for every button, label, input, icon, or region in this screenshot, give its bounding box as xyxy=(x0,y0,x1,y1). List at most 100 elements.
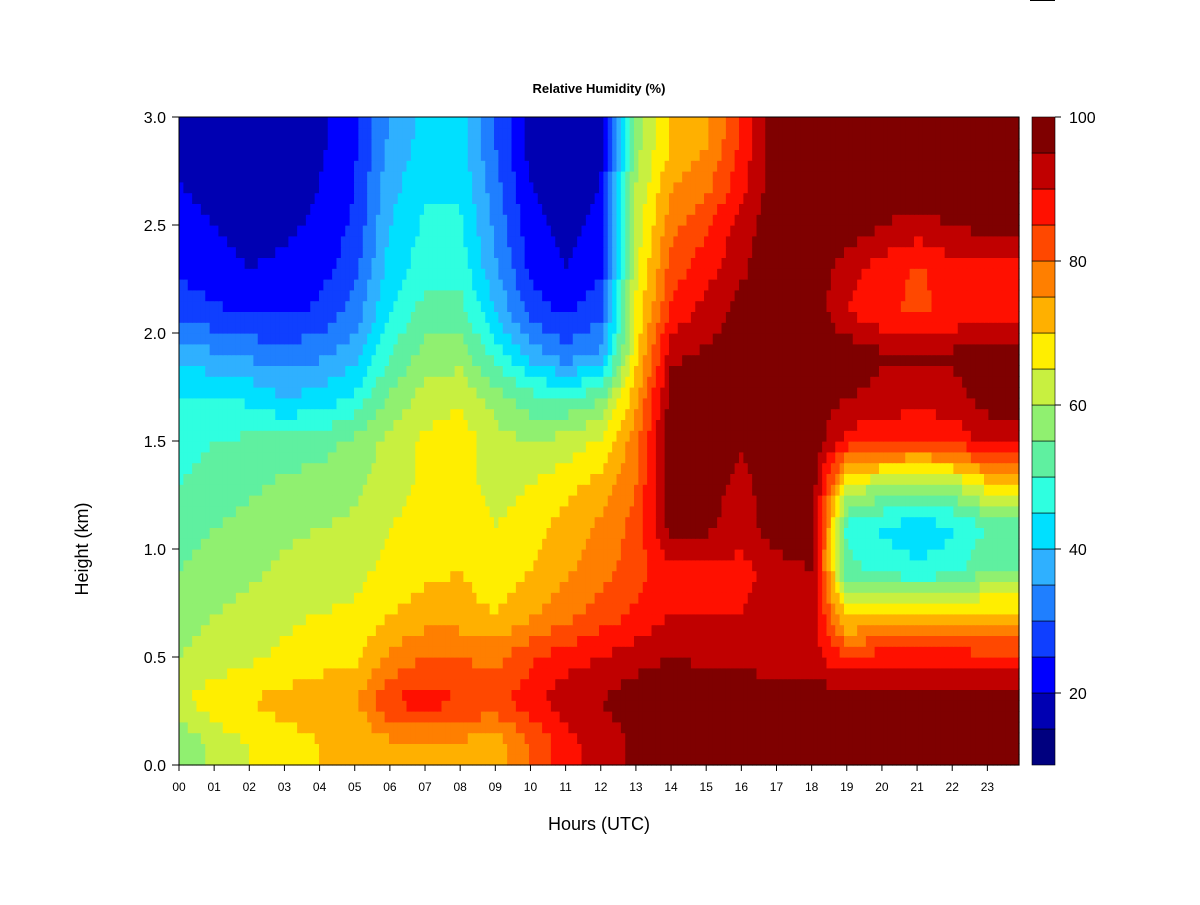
heatmap-cell xyxy=(760,613,766,626)
heatmap-cell xyxy=(367,721,373,734)
heatmap-cell xyxy=(629,592,635,604)
heatmap-cell xyxy=(826,635,832,647)
heatmap-cell xyxy=(187,495,193,507)
heatmap-cell xyxy=(686,570,692,582)
heatmap-cell xyxy=(612,484,618,496)
heatmap-cell xyxy=(494,581,499,593)
heatmap-cell xyxy=(704,700,709,712)
heatmap-cell xyxy=(590,527,596,539)
heatmap-cell xyxy=(887,516,893,528)
heatmap-cell xyxy=(419,721,425,734)
heatmap-cell xyxy=(892,624,898,636)
heatmap-cell xyxy=(564,732,569,744)
heatmap-cell xyxy=(432,549,438,561)
heatmap-cell xyxy=(550,581,556,593)
heatmap-cell xyxy=(599,689,604,701)
heatmap-cell xyxy=(231,657,237,669)
heatmap-cell xyxy=(804,527,810,539)
heatmap-cell xyxy=(804,570,810,582)
heatmap-cell xyxy=(354,657,359,669)
heatmap-cell xyxy=(240,592,246,604)
heatmap-cell xyxy=(489,743,495,755)
heatmap-cell xyxy=(397,570,403,582)
heatmap-cell xyxy=(472,667,478,680)
heatmap-cell xyxy=(861,624,867,636)
heatmap-cell xyxy=(686,657,692,669)
heatmap-cell xyxy=(445,484,451,496)
heatmap-cell xyxy=(542,700,548,712)
heatmap-cell xyxy=(266,667,272,680)
heatmap-cell xyxy=(651,484,657,496)
heatmap-cell xyxy=(655,700,661,712)
heatmap-cell xyxy=(564,505,569,518)
heatmap-cell xyxy=(787,592,793,604)
heatmap-cell xyxy=(747,700,753,712)
heatmap-cell xyxy=(581,516,587,528)
heatmap-cell xyxy=(581,732,587,744)
heatmap-cell xyxy=(454,754,460,766)
heatmap-cell xyxy=(883,484,889,496)
heatmap-cell xyxy=(262,646,268,658)
heatmap-cell xyxy=(953,484,959,496)
heatmap-cell xyxy=(870,581,876,593)
heatmap-cell xyxy=(756,646,762,658)
heatmap-cell xyxy=(992,646,998,658)
heatmap-cell xyxy=(734,624,740,636)
heatmap-cell xyxy=(537,559,543,572)
heatmap-cell xyxy=(502,613,508,626)
heatmap-cell xyxy=(288,603,294,615)
heatmap-cell xyxy=(725,624,731,636)
heatmap-cell xyxy=(949,721,954,734)
heatmap-cell xyxy=(695,516,701,528)
heatmap-cell xyxy=(209,592,215,604)
heatmap-cell xyxy=(424,495,429,507)
heatmap-cell xyxy=(857,613,863,626)
heatmap-cell xyxy=(314,549,320,561)
heatmap-cell xyxy=(244,711,250,723)
heatmap-cell xyxy=(813,505,819,518)
heatmap-cell xyxy=(612,667,618,680)
heatmap-cell xyxy=(214,581,219,593)
heatmap-cell xyxy=(200,538,206,550)
heatmap-cell xyxy=(984,743,989,755)
heatmap-cell xyxy=(559,700,565,712)
heatmap-cell xyxy=(992,495,998,507)
heatmap-cell xyxy=(231,646,237,658)
heatmap-cell xyxy=(485,570,491,582)
heatmap-cell xyxy=(704,527,709,539)
heatmap-cell xyxy=(262,635,268,647)
heatmap-cell xyxy=(992,581,998,593)
heatmap-cell xyxy=(988,570,994,582)
heatmap-cell xyxy=(572,484,578,496)
heatmap-cell xyxy=(949,732,954,744)
heatmap-cell xyxy=(765,495,771,507)
heatmap-cell xyxy=(739,711,744,723)
heatmap-cell xyxy=(406,700,412,712)
heatmap-cell xyxy=(555,754,561,766)
heatmap-cell xyxy=(629,495,635,507)
heatmap-cell xyxy=(362,505,368,518)
heatmap-cell xyxy=(437,646,443,658)
heatmap-cell xyxy=(564,711,569,723)
heatmap-cell xyxy=(590,495,596,507)
heatmap-cell xyxy=(594,646,600,658)
heatmap-cell xyxy=(835,559,841,572)
heatmap-cell xyxy=(896,689,902,701)
heatmap-cell xyxy=(559,678,565,690)
heatmap-cell xyxy=(634,516,639,528)
heatmap-cell xyxy=(835,516,841,528)
heatmap-cell xyxy=(270,646,276,658)
heatmap-cell xyxy=(235,603,241,615)
heatmap-cell xyxy=(275,603,281,615)
heatmap-cell xyxy=(585,603,591,615)
heatmap-cell xyxy=(704,538,709,550)
heatmap-cell xyxy=(332,527,338,539)
heatmap-cell xyxy=(813,657,819,669)
heatmap-cell xyxy=(564,721,569,734)
heatmap-cell xyxy=(931,689,937,701)
heatmap-cell xyxy=(782,678,788,690)
heatmap-cell xyxy=(953,657,959,669)
heatmap-cell xyxy=(358,538,364,550)
heatmap-cell xyxy=(585,592,591,604)
heatmap-cell xyxy=(594,581,600,593)
